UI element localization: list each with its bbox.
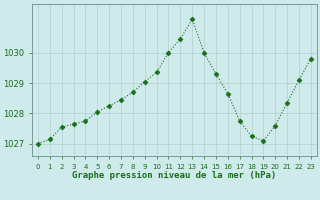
X-axis label: Graphe pression niveau de la mer (hPa): Graphe pression niveau de la mer (hPa) <box>72 171 276 180</box>
